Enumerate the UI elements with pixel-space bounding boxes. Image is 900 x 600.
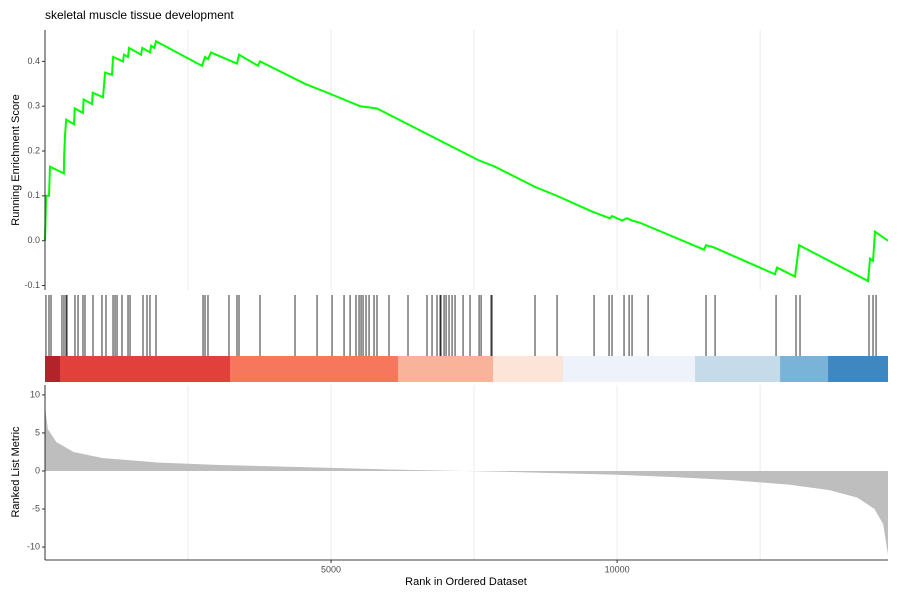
y-tick-label: 0.2 <box>27 145 40 155</box>
y-tick-label: 5 <box>35 427 40 437</box>
y-tick-label: -10 <box>27 541 40 551</box>
rank-band <box>493 356 564 382</box>
y-tick-label: 0.0 <box>27 235 40 245</box>
rank-band <box>59 356 231 382</box>
rank-band <box>45 356 60 382</box>
y-axis-label: Ranked List Metric <box>10 426 22 518</box>
y-axis-label: Running Enrichment Score <box>10 94 22 225</box>
y-tick-label: 0.3 <box>27 101 40 111</box>
y-tick-label: -5 <box>32 503 40 513</box>
y-tick-label: -0.1 <box>24 280 40 290</box>
x-tick-label: 5000 <box>321 564 341 574</box>
rank-band <box>563 356 696 382</box>
x-tick-label: 10000 <box>605 564 630 574</box>
x-axis-label: Rank in Ordered Dataset <box>405 576 527 588</box>
y-tick-label: 0 <box>35 465 40 475</box>
y-tick-label: 0.1 <box>27 190 40 200</box>
y-tick-label: 0.4 <box>27 56 40 66</box>
rank-band <box>828 356 888 382</box>
rank-band <box>230 356 398 382</box>
rank-band <box>695 356 781 382</box>
chart-title: skeletal muscle tissue development <box>45 8 234 22</box>
rank-band <box>780 356 829 382</box>
enrichment-line <box>44 39 889 283</box>
metric-area <box>45 406 888 555</box>
y-tick-label: 10 <box>30 389 40 399</box>
rank-band <box>397 356 494 382</box>
